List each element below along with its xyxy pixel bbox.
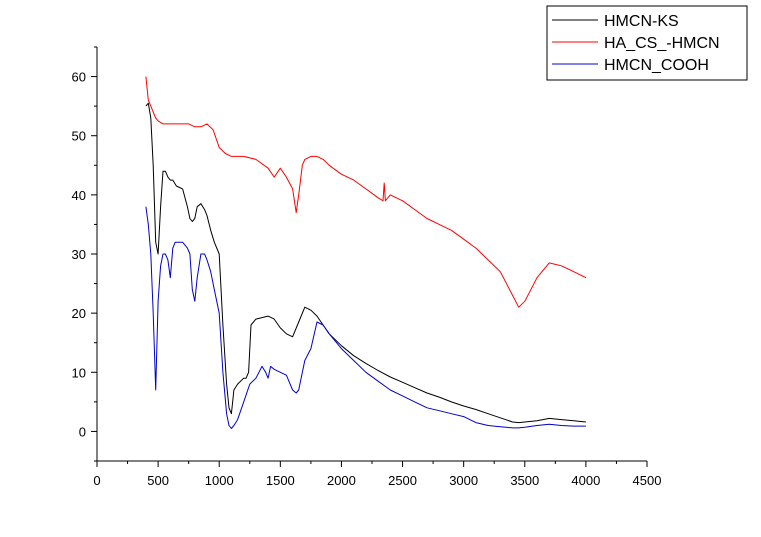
y-tick-label: 40 [72, 188, 86, 203]
y-tick-label: 0 [79, 424, 86, 439]
axes-group: 0 500 1000 1500 2000 2500 3000 3500 4000 4500 0 10 2… [72, 46, 662, 488]
x-tick-label: 1500 [266, 473, 295, 488]
series-line-ha-cs-hmcn [145, 76, 587, 308]
series-line-hmcn-ks [145, 102, 586, 424]
x-tick-label: 0 [93, 473, 100, 488]
y-tick-label: 10 [72, 365, 86, 380]
y-tick-label: 60 [72, 70, 86, 85]
x-tick-label: 4500 [633, 473, 662, 488]
legend: HMCN-KS HA_CS_-HMCN HMCN_COOH [546, 5, 748, 81]
legend-label: HMCN_COOH [604, 57, 709, 74]
x-tick-label: 4000 [571, 473, 600, 488]
x-tick-label: 2000 [327, 473, 356, 488]
x-tick-label: 1000 [205, 473, 234, 488]
legend-label: HA_CS_-HMCN [604, 35, 720, 52]
y-tick-label: 50 [72, 129, 86, 144]
x-tick-label: 3000 [449, 473, 478, 488]
y-tick-label: 30 [72, 247, 86, 262]
legend-box [546, 5, 748, 81]
x-tick-label: 3500 [510, 473, 539, 488]
y-tick-label: 20 [72, 306, 86, 321]
x-tick-label: 500 [147, 473, 169, 488]
series-line-hmcn-cooh [145, 206, 586, 429]
x-tick-label: 2500 [388, 473, 417, 488]
series-group [145, 76, 587, 429]
legend-label: HMCN-KS [604, 13, 679, 30]
